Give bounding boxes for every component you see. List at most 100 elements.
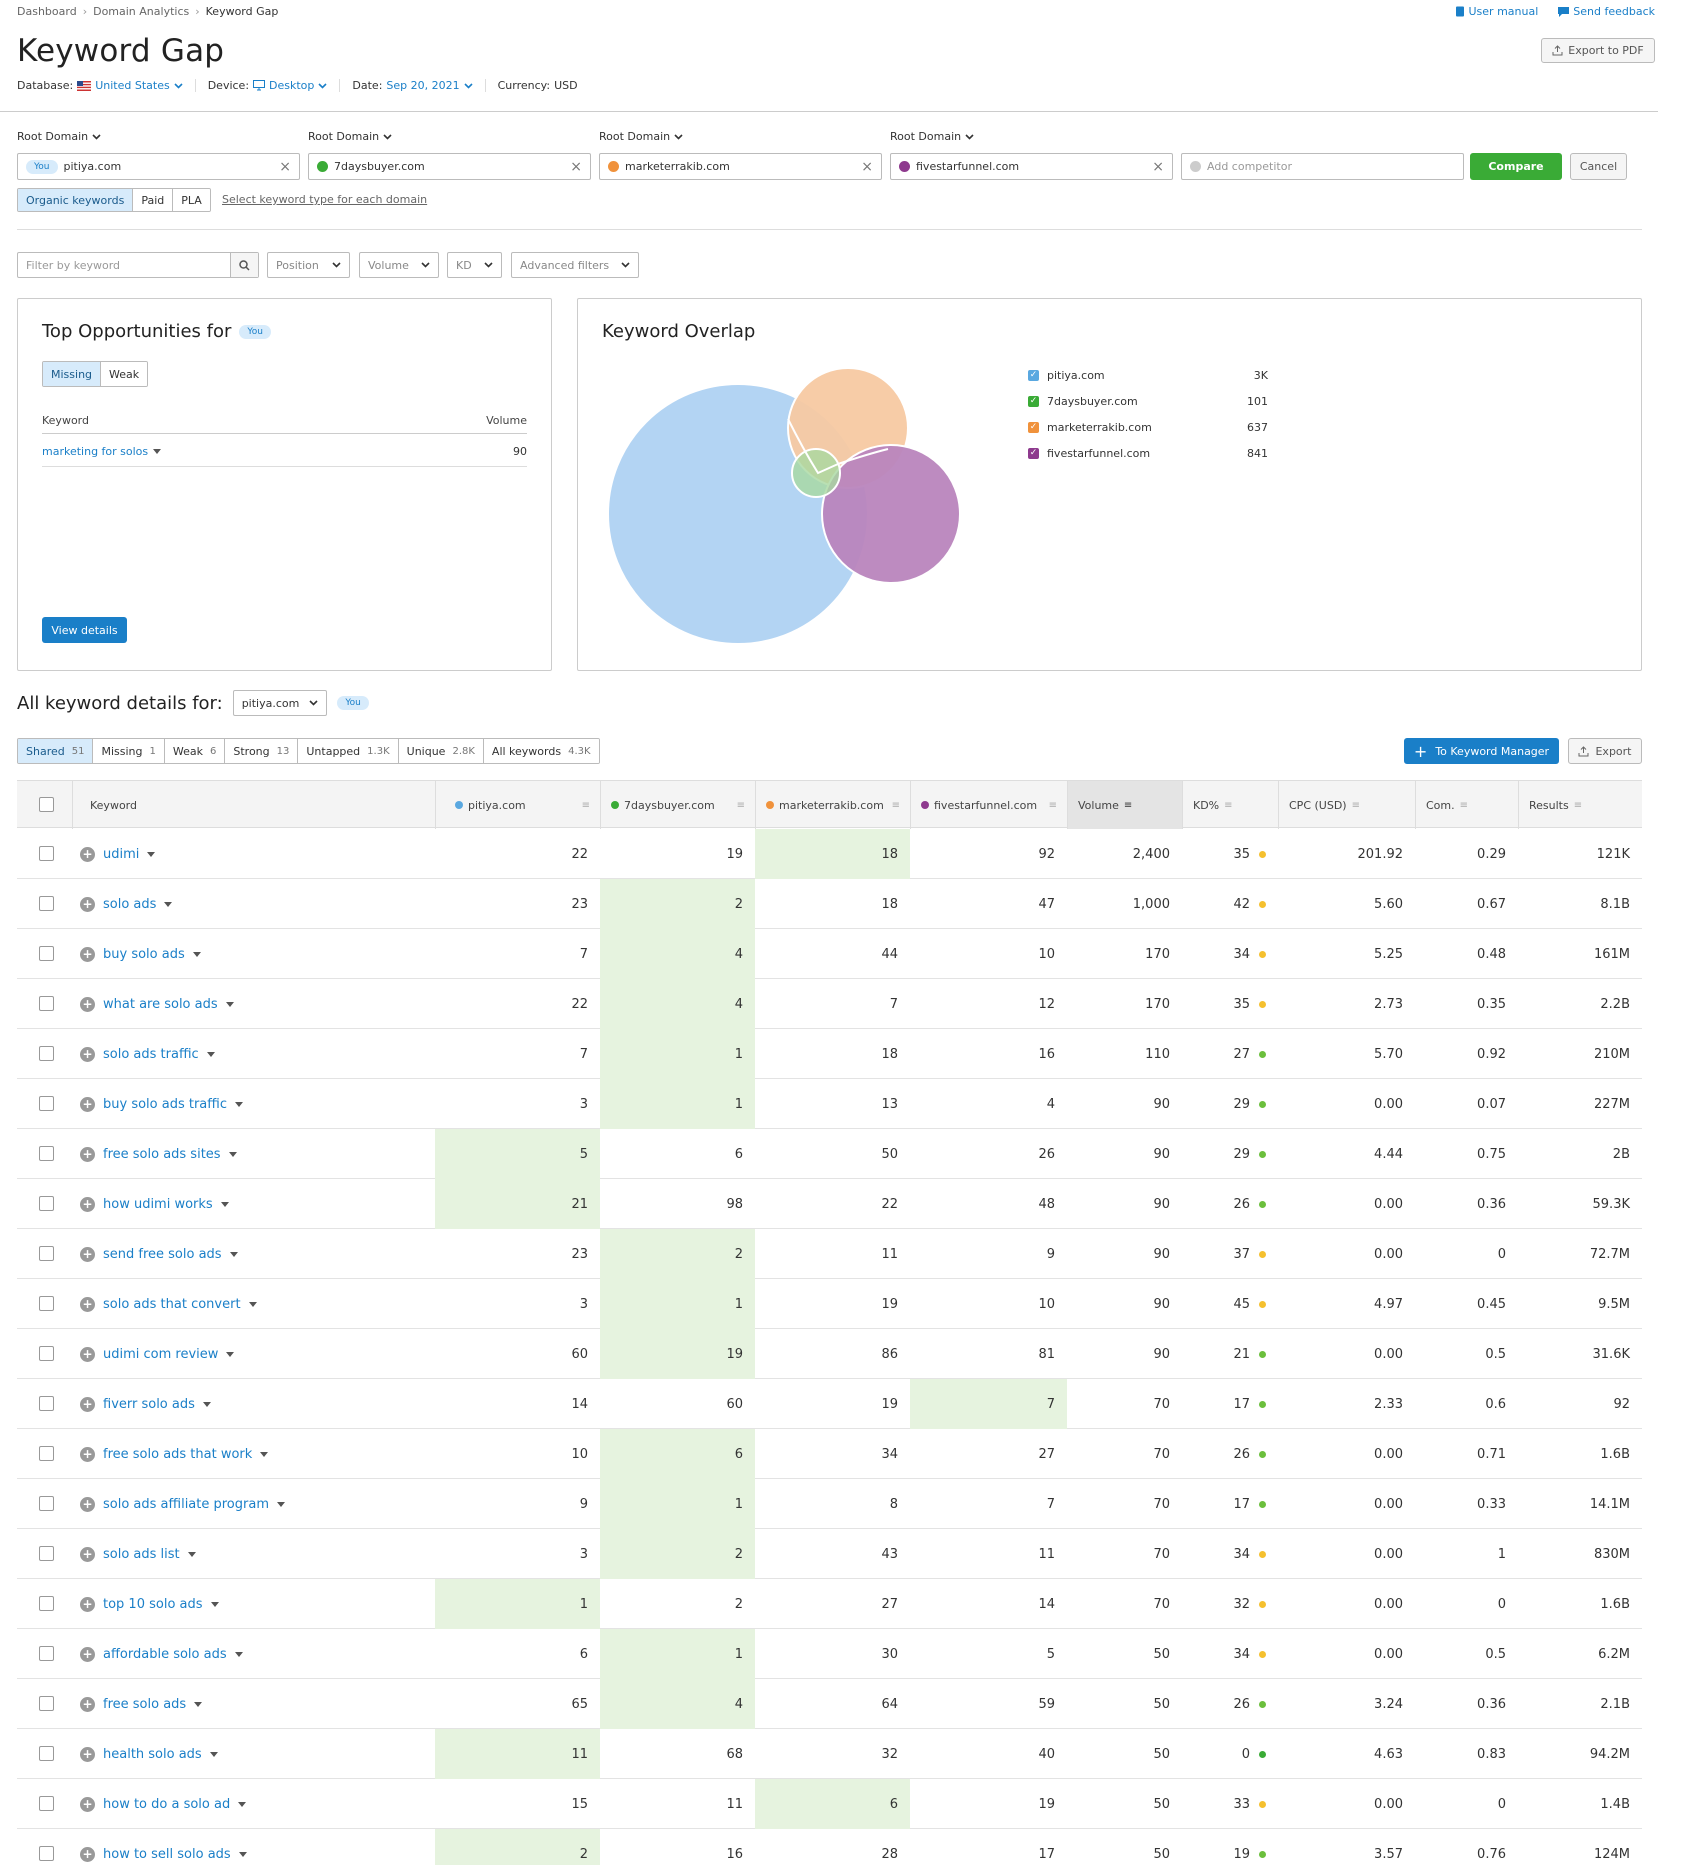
caret-down-icon[interactable] <box>277 1501 285 1507</box>
organic-keywords-tab[interactable]: Organic keywords <box>18 189 134 211</box>
row-checkbox[interactable] <box>39 896 54 911</box>
weak-tab[interactable]: Weak <box>101 362 148 386</box>
add-to-list-icon[interactable]: + <box>80 1196 95 1212</box>
row-checkbox[interactable] <box>39 1446 54 1461</box>
caret-down-icon[interactable] <box>206 1051 215 1057</box>
legend-item[interactable]: ✓ marketerrakib.com 637 <box>1028 414 1268 440</box>
clear-icon[interactable]: × <box>570 158 582 175</box>
row-checkbox[interactable] <box>39 846 54 861</box>
row-checkbox[interactable] <box>39 1646 54 1661</box>
view-details-button[interactable]: View details <box>42 617 127 643</box>
root-domain-selector-3[interactable]: Root Domain <box>599 130 683 143</box>
tab-shared[interactable]: Shared 51 <box>18 739 94 763</box>
tab-strong[interactable]: Strong 13 <box>225 739 299 763</box>
row-checkbox[interactable] <box>39 1146 54 1161</box>
position-filter[interactable]: Position <box>267 252 350 278</box>
volume-filter[interactable]: Volume <box>359 252 439 278</box>
add-to-list-icon[interactable]: + <box>80 996 95 1012</box>
row-checkbox[interactable] <box>39 996 54 1011</box>
add-to-list-icon[interactable]: + <box>80 1846 95 1862</box>
search-button[interactable] <box>230 253 258 277</box>
caret-down-icon[interactable] <box>194 1701 203 1707</box>
sort-icon[interactable]: ≡ <box>736 799 745 811</box>
caret-down-icon[interactable] <box>147 851 156 857</box>
header-kd[interactable]: KD% ≡ <box>1182 781 1278 829</box>
row-checkbox[interactable] <box>39 1796 54 1811</box>
caret-down-icon[interactable] <box>238 1851 247 1857</box>
add-to-list-icon[interactable]: + <box>80 1546 95 1562</box>
root-domain-selector-2[interactable]: Root Domain <box>308 130 392 143</box>
caret-down-icon[interactable] <box>228 1151 237 1157</box>
keyword-link[interactable]: buy solo ads traffic <box>103 1096 227 1112</box>
legend-item[interactable]: ✓ pitiya.com 3K <box>1028 362 1268 388</box>
row-checkbox[interactable] <box>39 1396 54 1411</box>
keyword-link[interactable]: solo ads list <box>103 1546 180 1562</box>
add-to-list-icon[interactable]: + <box>80 1746 95 1762</box>
row-checkbox[interactable] <box>39 1196 54 1211</box>
tab-untapped[interactable]: Untapped 1.3K <box>298 739 399 763</box>
caret-down-icon[interactable] <box>229 1251 238 1257</box>
header-com[interactable]: Com. ≡ <box>1415 781 1518 829</box>
header-cpc[interactable]: CPC (USD) ≡ <box>1278 781 1415 829</box>
keyword-link[interactable]: how udimi works <box>103 1196 213 1212</box>
keyword-link[interactable]: solo ads that convert <box>103 1296 241 1312</box>
paid-tab[interactable]: Paid <box>133 189 174 211</box>
row-checkbox[interactable] <box>39 1596 54 1611</box>
row-checkbox[interactable] <box>39 1496 54 1511</box>
caret-down-icon[interactable] <box>209 1751 218 1757</box>
sort-icon[interactable]: ≡ <box>891 799 900 811</box>
add-to-list-icon[interactable]: + <box>80 1646 95 1662</box>
kd-filter[interactable]: KD <box>447 252 502 278</box>
pla-tab[interactable]: PLA <box>173 189 210 211</box>
row-checkbox[interactable] <box>39 1846 54 1861</box>
add-to-list-icon[interactable]: + <box>80 896 95 912</box>
add-to-list-icon[interactable]: + <box>80 1346 95 1362</box>
caret-down-icon[interactable] <box>220 1201 229 1207</box>
row-checkbox[interactable] <box>39 946 54 961</box>
caret-down-icon[interactable] <box>226 1351 235 1357</box>
caret-down-icon[interactable] <box>202 1401 211 1407</box>
domain-input-competitor-3[interactable]: fivestarfunnel.com × <box>890 153 1173 180</box>
tab-unique[interactable]: Unique 2.8K <box>398 739 484 763</box>
filter-input-placeholder[interactable]: Filter by keyword <box>26 258 121 272</box>
clear-icon[interactable]: × <box>861 158 873 175</box>
keyword-link[interactable]: solo ads <box>103 896 157 912</box>
domain-input-competitor-1[interactable]: 7daysbuyer.com × <box>308 153 591 180</box>
keyword-link[interactable]: free solo ads that work <box>103 1446 253 1462</box>
database-selector[interactable]: Database: United States <box>17 79 196 92</box>
sort-icon[interactable]: ≡ <box>1351 799 1360 811</box>
clear-icon[interactable]: × <box>1152 158 1164 175</box>
keyword-link[interactable]: what are solo ads <box>103 996 218 1012</box>
checkbox-checked-icon[interactable]: ✓ <box>1028 447 1039 459</box>
caret-down-icon[interactable] <box>234 1651 243 1657</box>
device-selector[interactable]: Device: Desktop <box>208 79 341 92</box>
sort-desc-icon[interactable]: ≡ <box>1123 799 1133 811</box>
keyword-link[interactable]: fiverr solo ads <box>103 1396 195 1412</box>
keyword-link[interactable]: top 10 solo ads <box>103 1596 203 1612</box>
header-keyword[interactable]: Keyword <box>80 781 147 829</box>
legend-item[interactable]: ✓ 7daysbuyer.com 101 <box>1028 388 1268 414</box>
checkbox-checked-icon[interactable]: ✓ <box>1028 395 1039 407</box>
keyword-link[interactable]: solo ads traffic <box>103 1046 199 1062</box>
keyword-link[interactable]: affordable solo ads <box>103 1646 227 1662</box>
add-to-list-icon[interactable]: + <box>80 1796 95 1812</box>
date-selector[interactable]: Date: Sep 20, 2021 <box>352 79 486 92</box>
header-results[interactable]: Results ≡ <box>1518 781 1642 829</box>
add-to-list-icon[interactable]: + <box>80 1446 95 1462</box>
caret-down-icon[interactable] <box>164 901 173 907</box>
add-to-list-icon[interactable]: + <box>80 1496 95 1512</box>
sort-icon[interactable]: ≡ <box>1573 799 1583 811</box>
add-to-list-icon[interactable]: + <box>80 1146 95 1162</box>
add-to-list-icon[interactable]: + <box>80 1696 95 1712</box>
checkbox-checked-icon[interactable]: ✓ <box>1028 369 1039 381</box>
keyword-link[interactable]: health solo ads <box>103 1746 202 1762</box>
row-checkbox[interactable] <box>39 1346 54 1361</box>
header-fivestarfunnel[interactable]: fivestarfunnel.com ≡ <box>910 781 1067 829</box>
row-checkbox[interactable] <box>39 1696 54 1711</box>
header-pitiya[interactable]: pitiya.com ≡ <box>445 781 600 829</box>
export-button[interactable]: Export <box>1568 738 1642 764</box>
keyword-link[interactable]: udimi com review <box>103 1346 219 1362</box>
add-to-list-icon[interactable]: + <box>80 1296 95 1312</box>
sort-icon[interactable]: ≡ <box>581 799 590 811</box>
add-to-list-icon[interactable]: + <box>80 1046 95 1062</box>
